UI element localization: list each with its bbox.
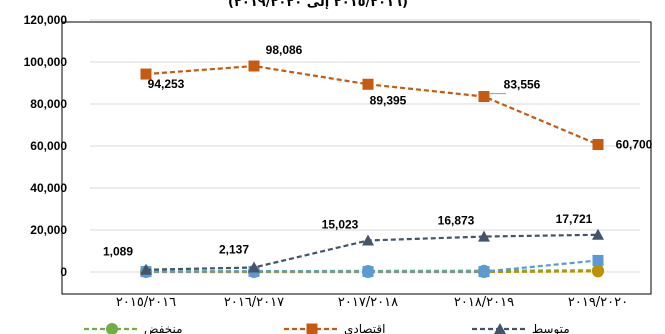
data-point [478,266,490,278]
y-tick-label: 80,000 [30,97,67,111]
data-point [362,234,374,246]
series-line [145,233,599,271]
data-point [248,60,260,72]
legend-marker [306,323,318,334]
y-axis-ticks: 0 20,000 40,000 60,000 80,000 100,000 120,000 [24,13,68,279]
data-point [140,68,152,80]
y-tick-label: 100,000 [24,55,68,69]
y-tick-label: 120,000 [24,13,68,27]
legend-label: منخفض [144,322,183,334]
data-point [478,230,490,242]
data-point [140,263,152,275]
data-point [592,254,604,266]
data-label: 1,089 [103,245,133,259]
x-axis-ticks: ٢٠١٥/٢٠١٦ ٢٠١٦/٢٠١٧ ٢٠١٧/٢٠١٨ ٢٠١٨/٢٠١٩ ٢٠١٩… [116,295,628,310]
data-label: 94,253 [148,77,185,91]
data-labels: 94,253 98,086 89,395 83,556 60,700 1,089 2,137… [103,43,653,259]
series-line [145,259,599,273]
data-point [362,78,374,90]
x-tick-label: ٢٠١٧/٢٠١٨ [338,295,398,310]
y-tick-label: 20,000 [30,223,67,237]
chart-title: (٢٠١٥/٢٠١٦ إلى ٢٠١٩/٢٠٢٠) [228,0,408,10]
data-label: 2,137 [219,243,249,257]
legend-marker [106,323,118,334]
x-tick-label: ٢٠١٥/٢٠١٦ [116,295,176,310]
legend-label: اقتصادي [344,322,386,334]
legend-label: متوسط [532,322,570,334]
data-point [592,265,604,278]
x-tick-label: ٢٠١٦/٢٠١٧ [224,295,284,310]
data-label: 83,556 [504,78,541,92]
data-label: 89,395 [370,93,407,107]
y-tick-label: 0 [60,265,67,279]
data-point [478,91,490,103]
gridlines [90,19,640,273]
data-label: 98,086 [266,43,303,57]
series-line [146,270,599,274]
series-line [145,64,599,146]
data-point [248,261,260,273]
data-label: 17,721 [556,212,593,226]
data-point [592,228,604,240]
data-label: 15,023 [322,217,359,231]
x-tick-label: ٢٠١٨/٢٠١٩ [454,295,514,310]
y-tick-label: 60,000 [30,139,67,153]
data-label: 16,873 [438,214,475,228]
y-tick-label: 40,000 [30,181,67,195]
legend: منخفض اقتصادي متوسط [84,322,570,334]
data-label: 60,700 [616,138,653,152]
series-group [140,60,604,278]
data-point [592,139,604,151]
legend-marker [494,323,506,334]
plot-border [61,21,652,295]
x-tick-label: ٢٠١٩/٢٠٢٠ [568,295,628,310]
data-point [362,266,374,278]
